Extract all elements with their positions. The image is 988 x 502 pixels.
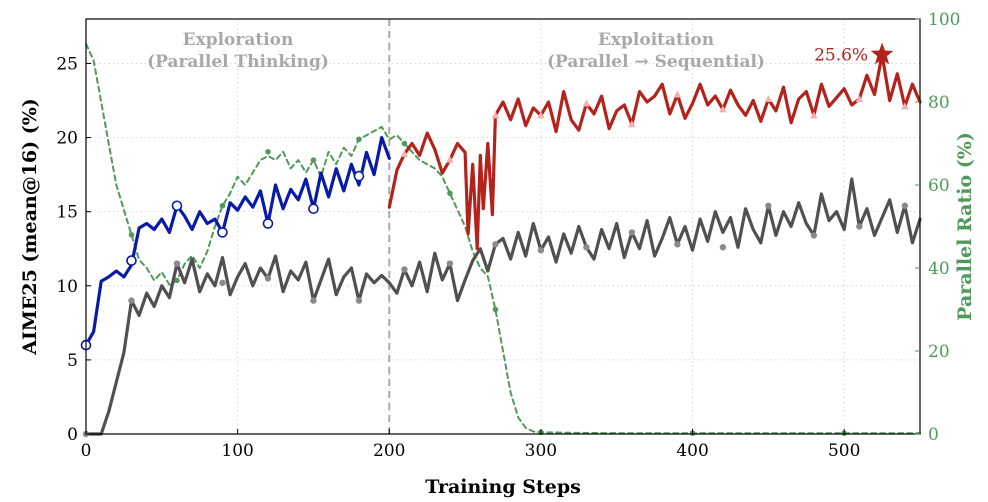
series-1-point-7: [719, 105, 727, 113]
series-3-point-6: [401, 140, 408, 147]
series-3-point-3: [265, 149, 271, 155]
y2-axis-title: Parallel Ratio (%): [954, 132, 976, 321]
series-2-point-9: [492, 241, 499, 248]
series-1-point-10: [855, 95, 864, 103]
series-1-line: [387, 52, 922, 251]
grid: [85, 19, 920, 435]
series-2-point-18: [901, 202, 909, 209]
series-1-point-5: [628, 120, 636, 128]
series-1: [387, 52, 922, 251]
series-0-point-4: [262, 218, 274, 229]
series-2-point-4: [264, 275, 272, 282]
x-tick-label-4: 400: [676, 441, 708, 461]
y-tick-label-5: 25: [56, 54, 78, 74]
series-2-point-2: [173, 260, 181, 267]
series-3-point-5: [356, 136, 362, 143]
series-3-line: [85, 42, 921, 435]
y2-tick-label-4: 80: [928, 93, 950, 113]
x-tick-label-0: 0: [81, 441, 92, 461]
series-1-point-8: [764, 95, 773, 103]
peak-star-marker: [870, 42, 894, 65]
phase-exploitation-subtitle: (Parallel → Sequential): [547, 52, 765, 72]
series-2-point-7: [401, 266, 408, 273]
y-tick-label-1: 5: [67, 351, 78, 371]
phase-exploration-subtitle: (Parallel Thinking): [147, 52, 329, 72]
x-tick-label-3: 300: [525, 441, 557, 461]
axis-ticks: 0 100 200 300 400 500 0 5 10 15 20 25 0 20 40 60 80 100: [56, 10, 960, 461]
series-group: [80, 42, 922, 438]
series-0-point-5: [308, 203, 319, 215]
peak-value-label: 25.6%: [814, 46, 868, 66]
series-2-point-16: [810, 232, 818, 239]
phase-exploration-title: Exploration: [183, 30, 294, 50]
series-2-point-13: [674, 241, 681, 248]
series-3-point-4: [310, 157, 317, 163]
series-0-point-2: [171, 200, 183, 212]
series-3-point-1: [174, 277, 180, 284]
y2-tick-label-3: 60: [928, 176, 950, 196]
series-2-point-3: [219, 279, 226, 287]
phase-exploitation-title: Exploitation: [598, 30, 714, 50]
series-2-point-17: [856, 223, 863, 230]
x-tick-label-2: 200: [373, 441, 405, 461]
series-3-point-0: [128, 232, 135, 238]
series-1-point-0: [400, 149, 409, 157]
plot-frame: [85, 18, 921, 435]
series-0: [80, 136, 391, 351]
series-3-point-8: [492, 306, 499, 313]
series-0-point-3: [217, 227, 228, 238]
y2-tick-label-5: 100: [928, 10, 960, 30]
series-2: [82, 177, 922, 438]
series-1-point-2: [491, 111, 500, 119]
series-2-point-5: [310, 297, 317, 304]
y2-tick-label-0: 0: [928, 425, 939, 445]
series-1-point-6: [673, 90, 682, 98]
y-tick-label-4: 20: [56, 129, 78, 149]
series-0-point-6: [353, 170, 365, 182]
series-1-point-1: [446, 155, 454, 163]
x-axis-title: Training Steps: [425, 476, 581, 498]
x-tick-label-5: 500: [828, 441, 860, 461]
series-2-point-8: [446, 260, 454, 267]
series-2-line: [84, 177, 922, 436]
series-0-point-1: [126, 255, 137, 266]
series-2-point-1: [128, 297, 135, 304]
y-axis-title: AIME25 (mean@16) (%): [19, 98, 41, 356]
series-2-point-15: [765, 202, 772, 209]
y-tick-label-3: 15: [56, 203, 78, 223]
y2-tick-label-1: 20: [928, 342, 950, 362]
series-1-point-9: [810, 111, 818, 119]
y2-tick-label-2: 40: [928, 259, 950, 279]
series-1-point-3: [537, 111, 545, 119]
series-3-point-7: [447, 190, 453, 197]
y-tick-label-2: 10: [56, 277, 78, 297]
y-tick-label-0: 0: [67, 425, 78, 445]
series-2-point-6: [355, 297, 363, 304]
series-2-point-14: [719, 244, 727, 251]
series-1-point-4: [582, 99, 591, 107]
x-tick-label-1: 100: [221, 441, 253, 461]
series-2-point-11: [583, 244, 590, 251]
series-2-point-10: [537, 247, 545, 254]
series-0-line: [84, 136, 391, 347]
series-3-point-2: [219, 202, 226, 209]
series-1-point-11: [901, 102, 909, 110]
series-2-point-12: [628, 229, 636, 236]
